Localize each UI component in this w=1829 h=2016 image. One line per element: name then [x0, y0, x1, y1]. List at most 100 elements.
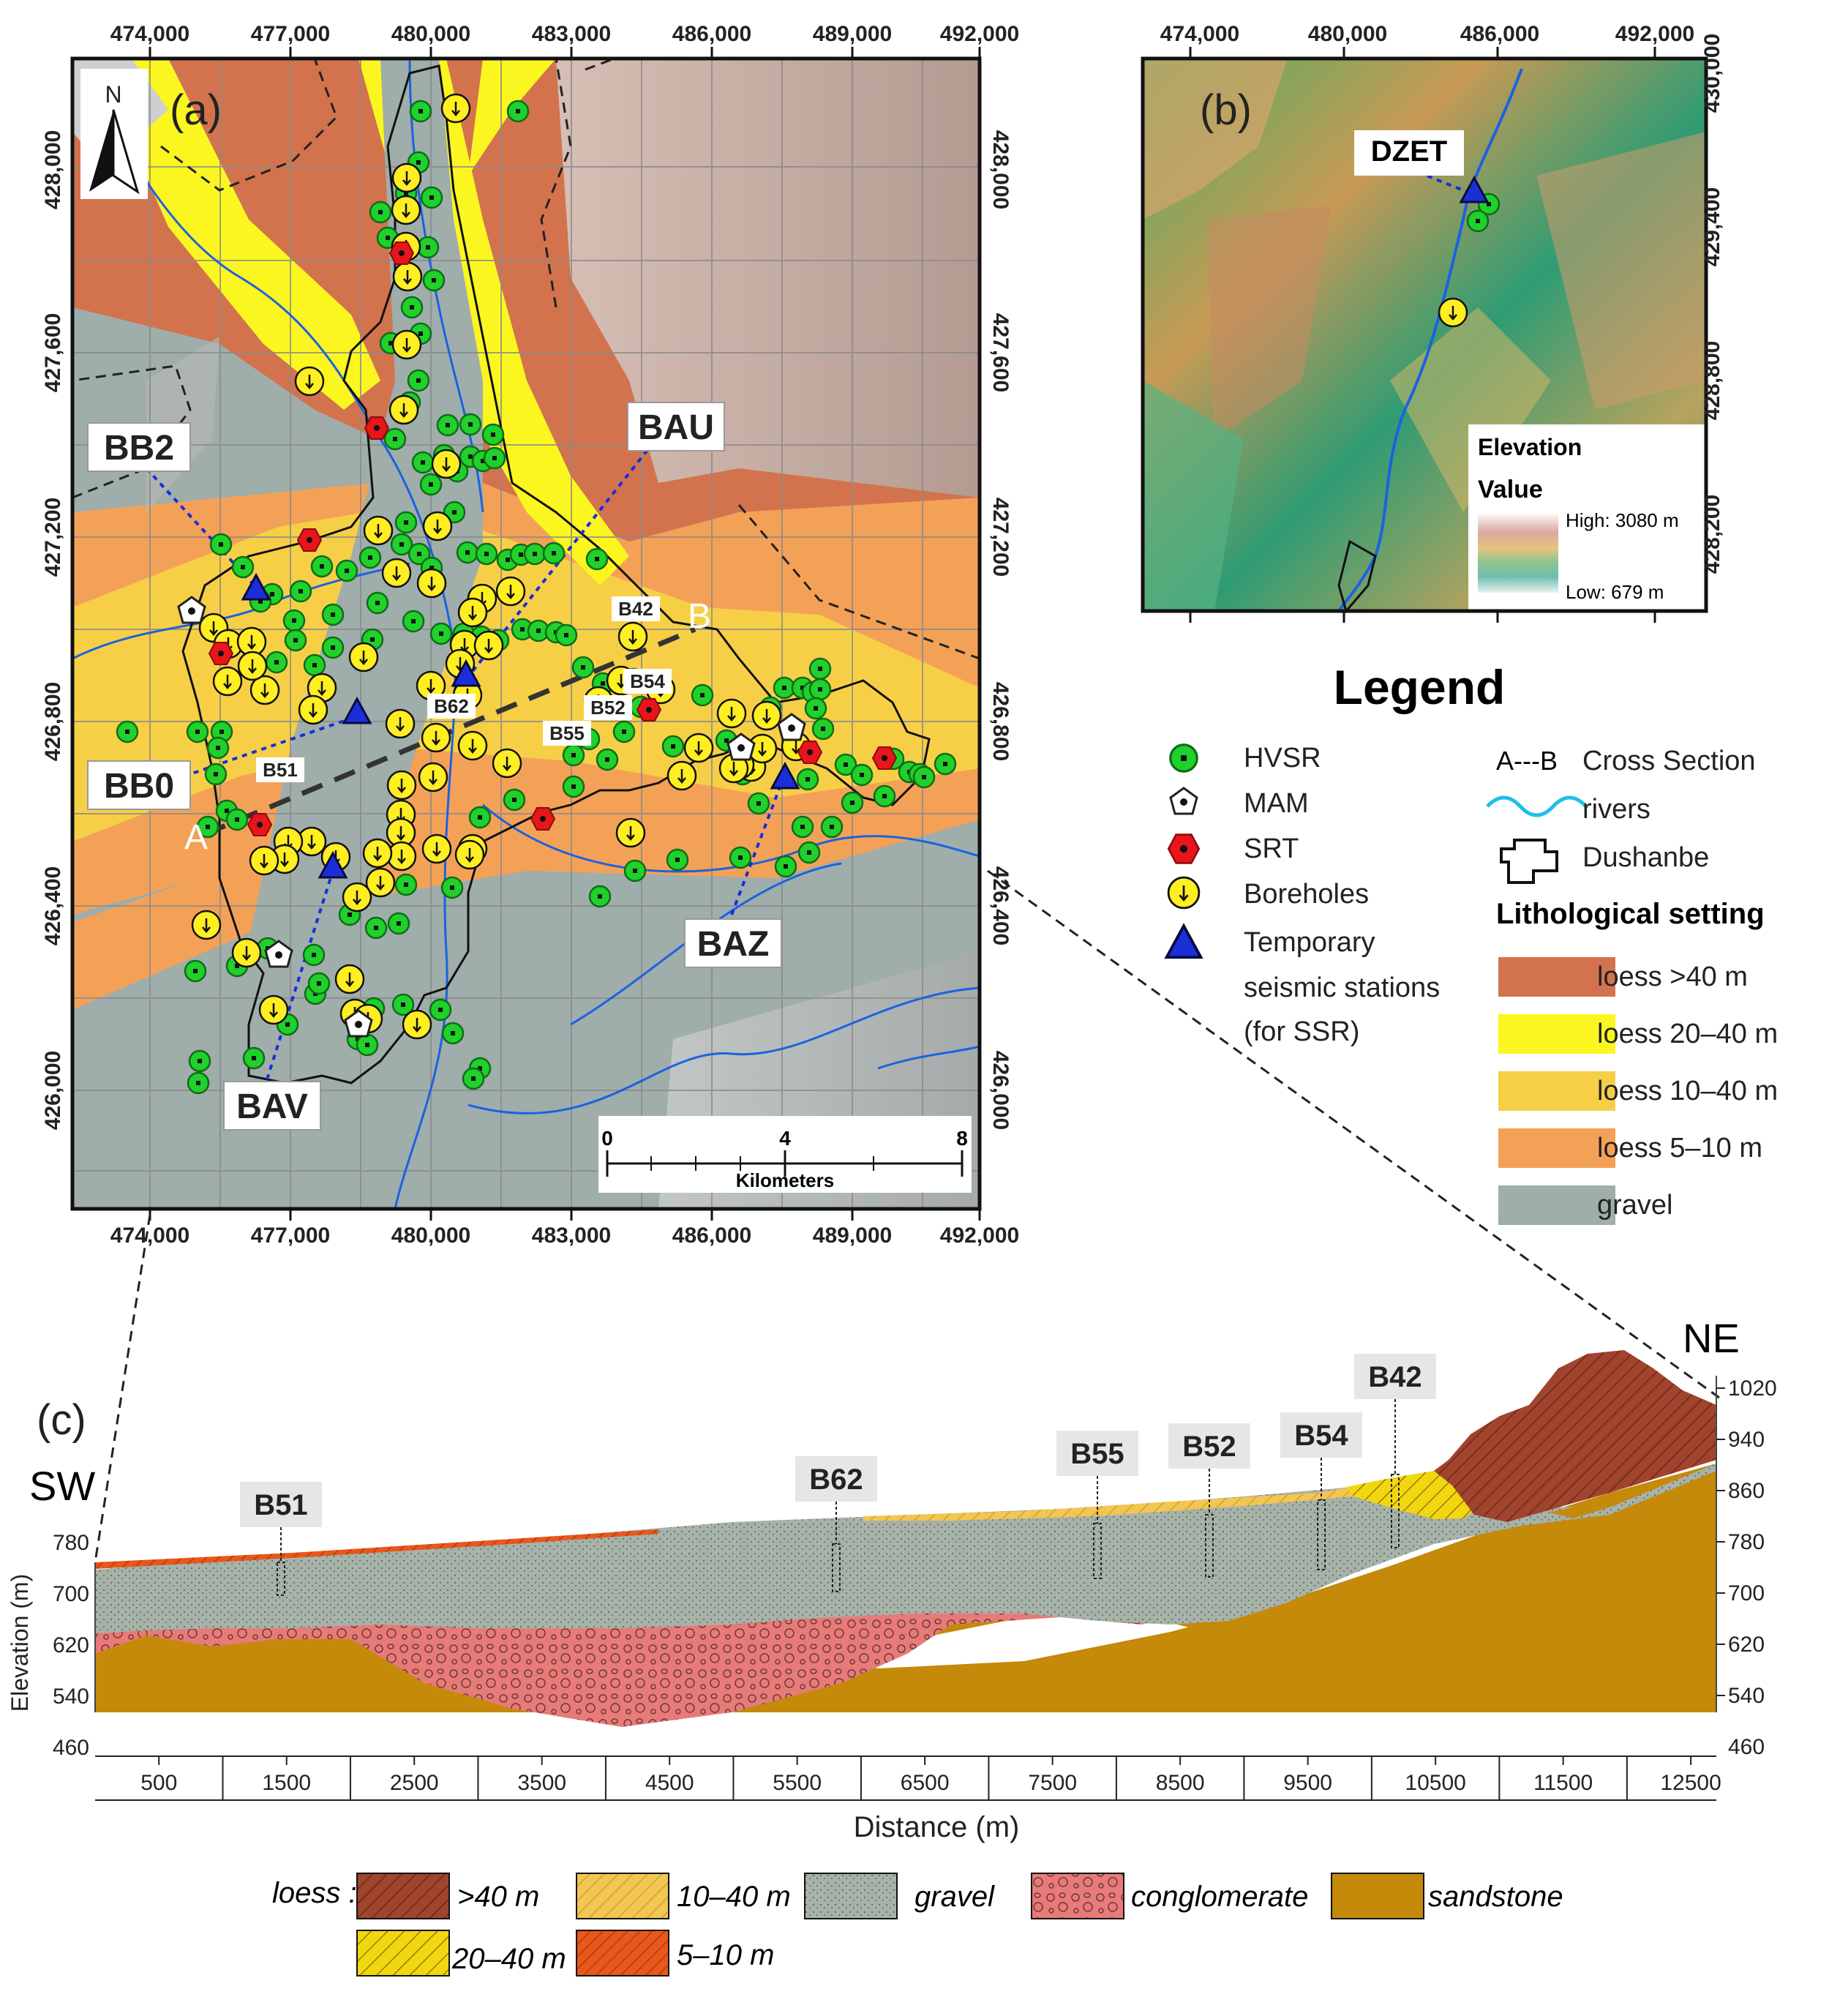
- svg-text:428,000: 428,000: [988, 130, 1013, 209]
- sw-label: SW: [29, 1463, 95, 1509]
- svg-text:HVSR: HVSR: [1244, 743, 1321, 773]
- svg-text:20–40 m: 20–40 m: [451, 1943, 566, 1975]
- svg-text:477,000: 477,000: [251, 1224, 330, 1248]
- svg-text:486,000: 486,000: [672, 1224, 751, 1248]
- svg-text:780: 780: [53, 1531, 89, 1555]
- svg-text:B42: B42: [1368, 1361, 1421, 1393]
- panel-c-ylabel: Elevation (m): [7, 1574, 33, 1712]
- svg-text:427,200: 427,200: [41, 498, 65, 577]
- panel-c-label: (c): [37, 1396, 86, 1444]
- x-tick-label: 6500: [901, 1771, 950, 1795]
- svg-text:Boreholes: Boreholes: [1244, 879, 1369, 910]
- svg-text:426,400: 426,400: [41, 866, 65, 945]
- svg-text:Low: 679 m: Low: 679 m: [1566, 581, 1664, 603]
- north-arrow: N: [80, 69, 148, 199]
- svg-text:429,400: 429,400: [1700, 187, 1724, 266]
- svg-text:Lithological setting: Lithological setting: [1496, 898, 1765, 930]
- svg-text:480,000: 480,000: [1308, 22, 1387, 46]
- svg-text:620: 620: [1728, 1633, 1765, 1657]
- svg-text:5–10 m: 5–10 m: [677, 1939, 774, 1971]
- svg-text:460: 460: [1728, 1735, 1765, 1759]
- section-end-b: B: [688, 597, 711, 636]
- svg-text:gravel: gravel: [1597, 1190, 1673, 1221]
- panel-c-legend: loess : >40 m 10–40 m gravel conglomerat…: [272, 1873, 1563, 1976]
- svg-text:430,000: 430,000: [1700, 34, 1724, 113]
- x-tick-label: 9500: [1283, 1771, 1332, 1795]
- cross-section-line: [203, 626, 696, 837]
- panel-c-left-ticks: 780 700 620 540 460: [53, 1531, 89, 1760]
- x-tick-label: 7500: [1028, 1771, 1077, 1795]
- x-tick-label: 5500: [773, 1771, 822, 1795]
- elevation-legend: Elevation Value High: 3080 m Low: 679 m: [1468, 424, 1706, 611]
- svg-text:loess 10–40 m: loess 10–40 m: [1597, 1076, 1778, 1106]
- panel-b-map: DZET (b) Elevation Value High: 3080 m Lo…: [1141, 22, 1724, 623]
- svg-text:1020: 1020: [1728, 1376, 1777, 1401]
- station-label-bau: BAU: [638, 408, 714, 447]
- svg-text:B62: B62: [434, 695, 469, 717]
- svg-text:loess 5–10 m: loess 5–10 m: [1597, 1133, 1762, 1163]
- loess-5-10-layer: [95, 1529, 658, 1569]
- svg-text:High: 3080 m: High: 3080 m: [1566, 509, 1679, 531]
- x-tick-label: 4500: [645, 1771, 694, 1795]
- svg-text:474,000: 474,000: [1160, 22, 1239, 46]
- svg-text:B55: B55: [549, 722, 585, 744]
- svg-text:483,000: 483,000: [532, 22, 611, 46]
- svg-text:428,800: 428,800: [1700, 341, 1724, 420]
- panel-b-label: (b): [1200, 86, 1252, 134]
- svg-text:8: 8: [956, 1127, 968, 1150]
- station-label-bb2: BB2: [104, 429, 174, 468]
- svg-text:A---B: A---B: [1496, 746, 1558, 776]
- svg-text:426,000: 426,000: [41, 1051, 65, 1130]
- panel-a-top-ticks: 474,000 477,000 480,000 483,000 486,000 489…: [110, 22, 1019, 46]
- svg-text:Elevation: Elevation: [1478, 434, 1582, 460]
- svg-text:474,000: 474,000: [110, 1224, 189, 1248]
- svg-text:477,000: 477,000: [251, 22, 330, 46]
- svg-text:426,800: 426,800: [41, 682, 65, 761]
- svg-text:conglomerate: conglomerate: [1131, 1881, 1308, 1913]
- x-tick-label: 8500: [1156, 1771, 1205, 1795]
- svg-text:B54: B54: [1294, 1420, 1348, 1452]
- svg-text:426,800: 426,800: [988, 682, 1013, 761]
- panel-a-bottom-ticks: 474,000 477,000 480,000 483,000 486,000 489…: [110, 1224, 1019, 1248]
- svg-text:SRT: SRT: [1244, 833, 1299, 864]
- svg-text:B51: B51: [254, 1489, 307, 1521]
- svg-text:780: 780: [1728, 1530, 1765, 1554]
- loess-40-layer: [1434, 1350, 1716, 1522]
- ne-label: NE: [1683, 1315, 1740, 1361]
- svg-text:rivers: rivers: [1582, 794, 1650, 825]
- station-label-bb0: BB0: [104, 767, 174, 806]
- svg-text:480,000: 480,000: [391, 1224, 470, 1248]
- svg-text:N: N: [105, 81, 121, 108]
- panel-c-right-ticks: 1020 940 860 780 700 620 540 460: [1728, 1376, 1777, 1759]
- svg-text:B52: B52: [1182, 1431, 1236, 1463]
- svg-text:474,000: 474,000: [110, 22, 189, 46]
- svg-text:426,000: 426,000: [988, 1051, 1013, 1130]
- station-label-baz: BAZ: [697, 925, 770, 964]
- x-tick-label: 11500: [1533, 1771, 1593, 1795]
- svg-text:>40 m: >40 m: [457, 1881, 539, 1913]
- scale-bar: 0 4 8 Kilometers: [598, 1116, 972, 1193]
- main-legend: Legend HVSR MAM SRT Boreholes Temporary …: [1165, 660, 1778, 1225]
- svg-text:Cross Section: Cross Section: [1582, 746, 1756, 776]
- svg-text:10–40 m: 10–40 m: [677, 1881, 791, 1913]
- loess-10-40-layer: [863, 1487, 1353, 1521]
- x-tick-label: 2500: [390, 1771, 439, 1795]
- x-tick-label: 3500: [517, 1771, 566, 1795]
- x-tick-label: 1500: [262, 1771, 311, 1795]
- svg-text:loess 20–40 m: loess 20–40 m: [1597, 1019, 1778, 1049]
- svg-text:Temporary: Temporary: [1244, 927, 1375, 958]
- svg-text:860: 860: [1728, 1479, 1765, 1503]
- x-tick-label: 10500: [1405, 1771, 1465, 1795]
- section-end-a: A: [184, 818, 208, 857]
- svg-text:700: 700: [1728, 1581, 1765, 1605]
- svg-text:483,000: 483,000: [532, 1224, 611, 1248]
- svg-text:540: 540: [1728, 1684, 1765, 1708]
- svg-text:540: 540: [53, 1685, 89, 1709]
- svg-text:460: 460: [53, 1736, 89, 1760]
- panel-c-borehole-labels: B51 B62 B55 B52 B54 B42: [240, 1354, 1436, 1527]
- svg-text:427,200: 427,200: [988, 498, 1013, 577]
- panel-a-borehole-labels: B42 B54 B52 B55 B62 B51: [256, 596, 672, 782]
- svg-text:loess >40 m: loess >40 m: [1597, 962, 1748, 992]
- x-tick-label: 500: [140, 1771, 177, 1795]
- svg-text:Kilometers: Kilometers: [736, 1169, 834, 1191]
